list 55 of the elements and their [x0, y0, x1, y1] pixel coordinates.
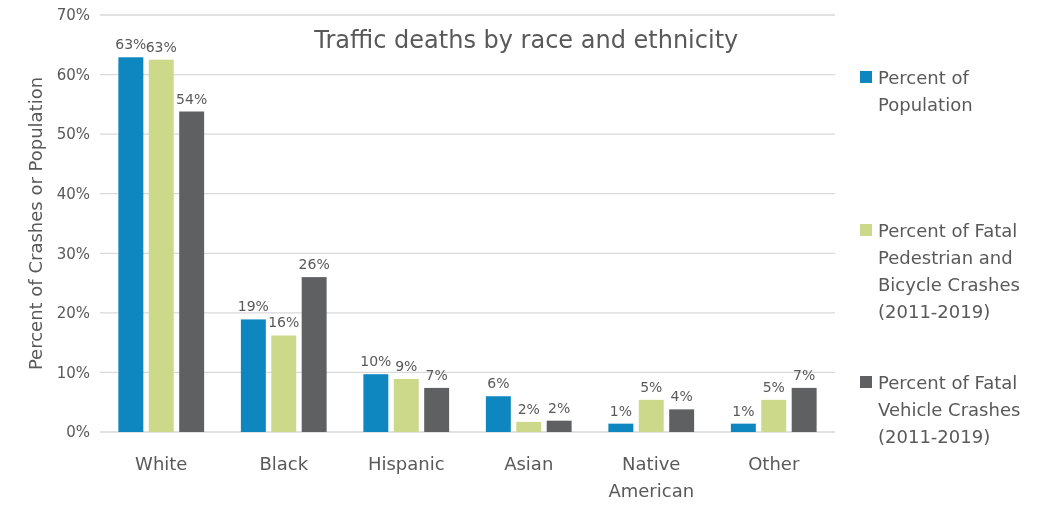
bar: [485, 396, 511, 432]
data-label: 54%: [176, 90, 208, 107]
bar: [240, 319, 266, 432]
legend-label: Percent of Fatal Vehicle Crashes (2011-2019): [878, 372, 1021, 447]
bar: [516, 421, 542, 432]
data-label: 19%: [237, 298, 269, 315]
y-tick-label: 10%: [56, 363, 90, 382]
data-label: 5%: [640, 378, 663, 395]
legend-label: Percent of Fatal Pedestrian and Bicycle Crashes (2011-2019): [878, 220, 1020, 322]
data-label: 7%: [793, 366, 816, 383]
data-label: 10%: [360, 353, 392, 370]
data-label: 2%: [517, 400, 540, 417]
data-label: 7%: [425, 366, 448, 383]
bar: [730, 423, 756, 432]
legend-label: Percent of Population: [878, 67, 973, 115]
y-tick-label: 20%: [56, 304, 90, 323]
bar: [669, 409, 695, 432]
bar: [301, 277, 327, 432]
x-tick-label: Black: [259, 453, 309, 474]
x-tick-label: Asian: [504, 453, 554, 474]
data-label: 6%: [487, 375, 510, 392]
data-label: 63%: [115, 36, 147, 53]
y-tick-label: 70%: [56, 6, 90, 25]
bar: [148, 59, 174, 432]
data-label: 1%: [732, 402, 755, 419]
bar: [179, 111, 205, 432]
data-label: 5%: [762, 378, 785, 395]
y-axis-title: Percent of Crashes or Population: [25, 76, 46, 371]
bar: [271, 335, 297, 432]
x-tick-label: Hispanic: [367, 453, 445, 474]
data-label: 63%: [145, 38, 177, 55]
x-tick-label: Other: [748, 453, 800, 474]
bar: [761, 399, 787, 432]
bar: [424, 387, 450, 432]
bar: [363, 374, 389, 432]
y-tick-label: 60%: [56, 65, 90, 84]
data-label: 26%: [298, 256, 330, 273]
y-tick-label: 30%: [56, 244, 90, 263]
data-label: 4%: [670, 388, 693, 405]
data-label: 1%: [609, 402, 632, 419]
bar: [791, 387, 817, 432]
bar: [546, 420, 572, 432]
bar: [118, 57, 144, 432]
data-label: 9%: [395, 357, 418, 374]
text: Traffic deaths by race and ethnicity: [313, 26, 739, 54]
x-tick-label: Native American: [608, 453, 695, 501]
bar: [638, 399, 664, 432]
y-tick-label: 0%: [66, 423, 90, 442]
data-label: 2%: [548, 399, 571, 416]
data-label: 16%: [268, 314, 300, 331]
bar: [393, 378, 419, 432]
y-tick-label: 40%: [56, 184, 90, 203]
x-tick-label: White: [135, 453, 188, 474]
bar: [608, 423, 634, 432]
y-tick-label: 50%: [56, 125, 90, 144]
